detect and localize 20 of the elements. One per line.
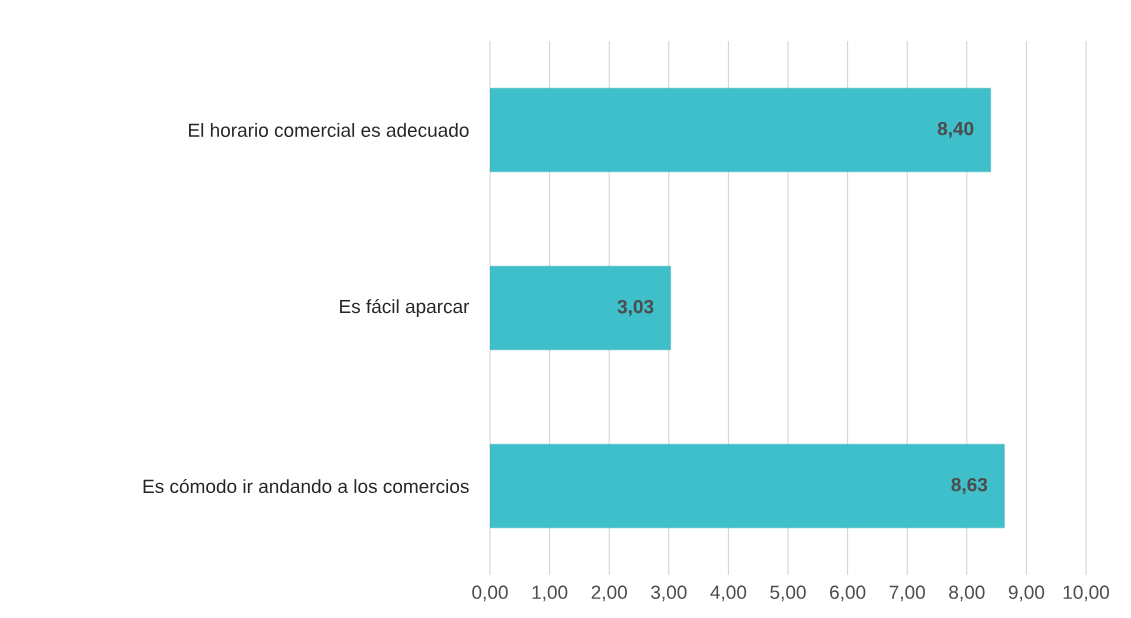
x-tick-label: 10,00 — [1063, 585, 1110, 602]
y-tick-label: El horario comercial es adecuado — [189, 123, 469, 137]
x-tick-label: 5,00 — [770, 585, 806, 602]
x-tick-label: 4,00 — [710, 585, 747, 602]
data-label: 8,40 — [937, 121, 974, 139]
x-tick-label: 1,00 — [532, 585, 568, 602]
data-label: 3,03 — [617, 299, 654, 317]
bar — [490, 265, 671, 351]
x-tick-label: 2,00 — [591, 585, 627, 602]
x-tick-label: 7,00 — [889, 585, 925, 602]
x-tick-label: 6,00 — [830, 585, 866, 602]
y-tick-label: Es fácil aparcar — [340, 299, 470, 317]
x-tick-label: 3,00 — [651, 585, 687, 602]
bar — [490, 443, 1005, 529]
bar — [490, 87, 991, 173]
x-tick-label: 0,00 — [472, 585, 508, 602]
y-tick-label: Es cómodo ir andando a los comercios — [143, 478, 469, 494]
x-tick-label: 9,00 — [1008, 585, 1045, 602]
x-tick-label: 8,00 — [949, 585, 985, 602]
data-label: 8,63 — [951, 477, 988, 495]
